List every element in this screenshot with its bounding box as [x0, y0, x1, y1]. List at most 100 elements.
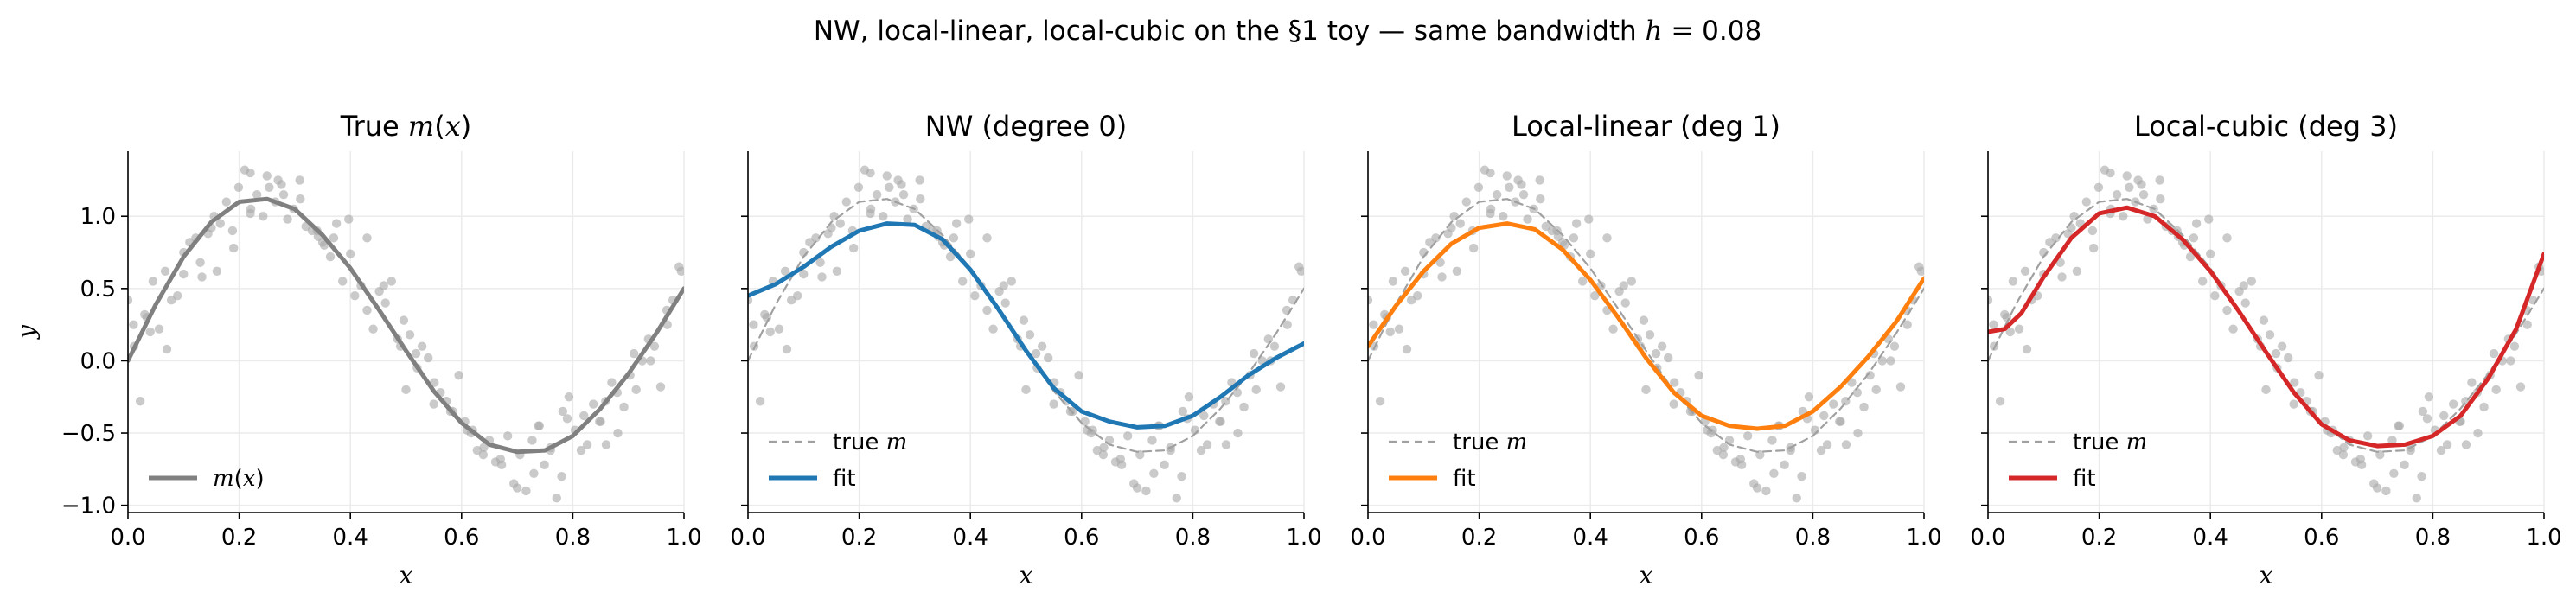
scatter-point — [1499, 212, 1508, 221]
panel-1: 0.0 0.2 0.4 0.6 0.8 1.0 −1.0 −0.5 0.0 0.5 1.0 True … — [12, 110, 702, 589]
scatter-point — [2125, 182, 2134, 192]
scatter-point — [262, 171, 272, 181]
scatter-point — [1742, 431, 1753, 441]
scatter-point — [1816, 445, 1826, 455]
scatter-point — [325, 252, 336, 262]
scatter-point — [1804, 392, 1814, 402]
scatter-point — [2418, 406, 2428, 417]
y-tick-label: −1.0 — [61, 494, 116, 519]
scatter-point — [430, 378, 439, 387]
x-tick-label: 0.2 — [1461, 525, 1497, 551]
legend: true m fit — [2009, 430, 2147, 492]
scatter-point — [329, 233, 339, 243]
scatter-point — [362, 305, 372, 315]
y-tick-label: 0.0 — [80, 348, 116, 374]
scatter-point — [882, 171, 892, 181]
panel-title: Local-linear (deg 1) — [1512, 110, 1780, 143]
panel-title: True m(x) — [340, 110, 472, 143]
scatter-point — [774, 324, 784, 334]
scatter-point — [1590, 291, 1600, 301]
scatter-point — [1853, 428, 1863, 438]
scatter-point — [1031, 348, 1041, 359]
scatter-point — [601, 440, 611, 449]
scatter-point — [1645, 330, 1655, 340]
scatter-point — [495, 454, 506, 464]
panel-3: 0.0 0.2 0.4 0.6 0.8 1.0 Local-linear (deg 1) x t… — [1350, 110, 1941, 589]
scatter-point — [1995, 397, 2005, 406]
scatter-point — [534, 421, 545, 430]
y-tick-label: 1.0 — [80, 204, 116, 230]
scatter-point — [1641, 385, 1651, 395]
scatter-point — [1275, 382, 1286, 392]
scatter-point — [140, 309, 150, 320]
scatter-point — [1916, 266, 1924, 276]
scatter-point — [2087, 226, 2098, 236]
scatter-point — [2400, 460, 2409, 470]
series-line-fit — [748, 221, 1304, 430]
scatter-point — [1282, 320, 1292, 329]
scatter-point — [1859, 402, 1869, 412]
x-tick-label: 1.0 — [666, 525, 701, 551]
x-tick-label: 0.0 — [1350, 525, 1385, 551]
scatter-point — [815, 258, 825, 267]
scatter-point — [2005, 327, 2015, 337]
scatter-point — [2155, 175, 2164, 185]
scatter-point — [1988, 296, 1993, 305]
scatter-point — [2439, 411, 2449, 421]
scatter-point — [613, 428, 623, 438]
scatter-point — [2122, 171, 2132, 181]
panel-4: 0.0 0.2 0.4 0.6 0.8 1.0 Local-cubic (deg 3) x tr… — [1970, 110, 2561, 589]
scatter-point — [2189, 233, 2199, 243]
scatter-point — [2222, 233, 2232, 243]
scatter-point — [1449, 212, 1459, 221]
scatter-point — [1149, 468, 1159, 479]
x-tick-label: 1.0 — [2526, 525, 2561, 551]
scatter-point — [832, 266, 842, 276]
scatter-point — [1620, 298, 1630, 308]
scatter-point — [835, 219, 845, 228]
scatter-point — [2185, 252, 2196, 262]
scatter-point — [649, 341, 660, 351]
scatter-point — [765, 327, 775, 337]
scatter-point — [915, 175, 924, 185]
scatter-point — [949, 233, 959, 243]
scatter-point — [212, 266, 222, 276]
scatter-point — [2051, 233, 2061, 243]
scatter-point — [145, 327, 155, 337]
scatter-point — [246, 208, 255, 219]
scatter-point — [999, 281, 1008, 290]
x-tick-label: 0.6 — [2304, 525, 2339, 551]
scatter-point — [2072, 266, 2082, 276]
scatter-point — [1557, 238, 1568, 247]
scatter-point — [576, 445, 586, 455]
scatter-point — [557, 472, 566, 481]
scatter-point — [1049, 399, 1058, 409]
scatter-point — [2138, 189, 2149, 200]
scatter-point — [1577, 277, 1588, 286]
scatter-point — [1177, 472, 1186, 481]
scatter-point — [1492, 189, 1502, 200]
scatter-point — [2479, 402, 2489, 412]
scatter-point — [607, 378, 617, 387]
scatter-point — [1160, 460, 1169, 470]
scatter-point — [2000, 309, 2010, 320]
panel-title: NW (degree 0) — [925, 110, 1127, 143]
scatter-point — [1871, 385, 1881, 395]
scatter-point — [966, 249, 975, 258]
scatter-point — [579, 411, 589, 421]
scatter-point — [362, 233, 372, 243]
scatter-point — [1841, 440, 1851, 449]
scatter-point — [1571, 219, 1582, 228]
x-tick-label: 1.0 — [1906, 525, 1941, 551]
scatter-point — [1895, 382, 1906, 392]
scatter-point — [1769, 468, 1779, 479]
legend-label: fit — [833, 466, 856, 492]
scatter-point — [2271, 348, 2281, 359]
scatter-point — [2442, 440, 2452, 449]
scatter-point — [1221, 440, 1231, 449]
x-tick-label: 1.0 — [1286, 525, 1321, 551]
scatter-point — [1455, 219, 1465, 228]
y-tick-label: 0.5 — [80, 277, 116, 302]
scatter-point — [1132, 483, 1142, 493]
legend-label: true m — [1453, 430, 1527, 455]
